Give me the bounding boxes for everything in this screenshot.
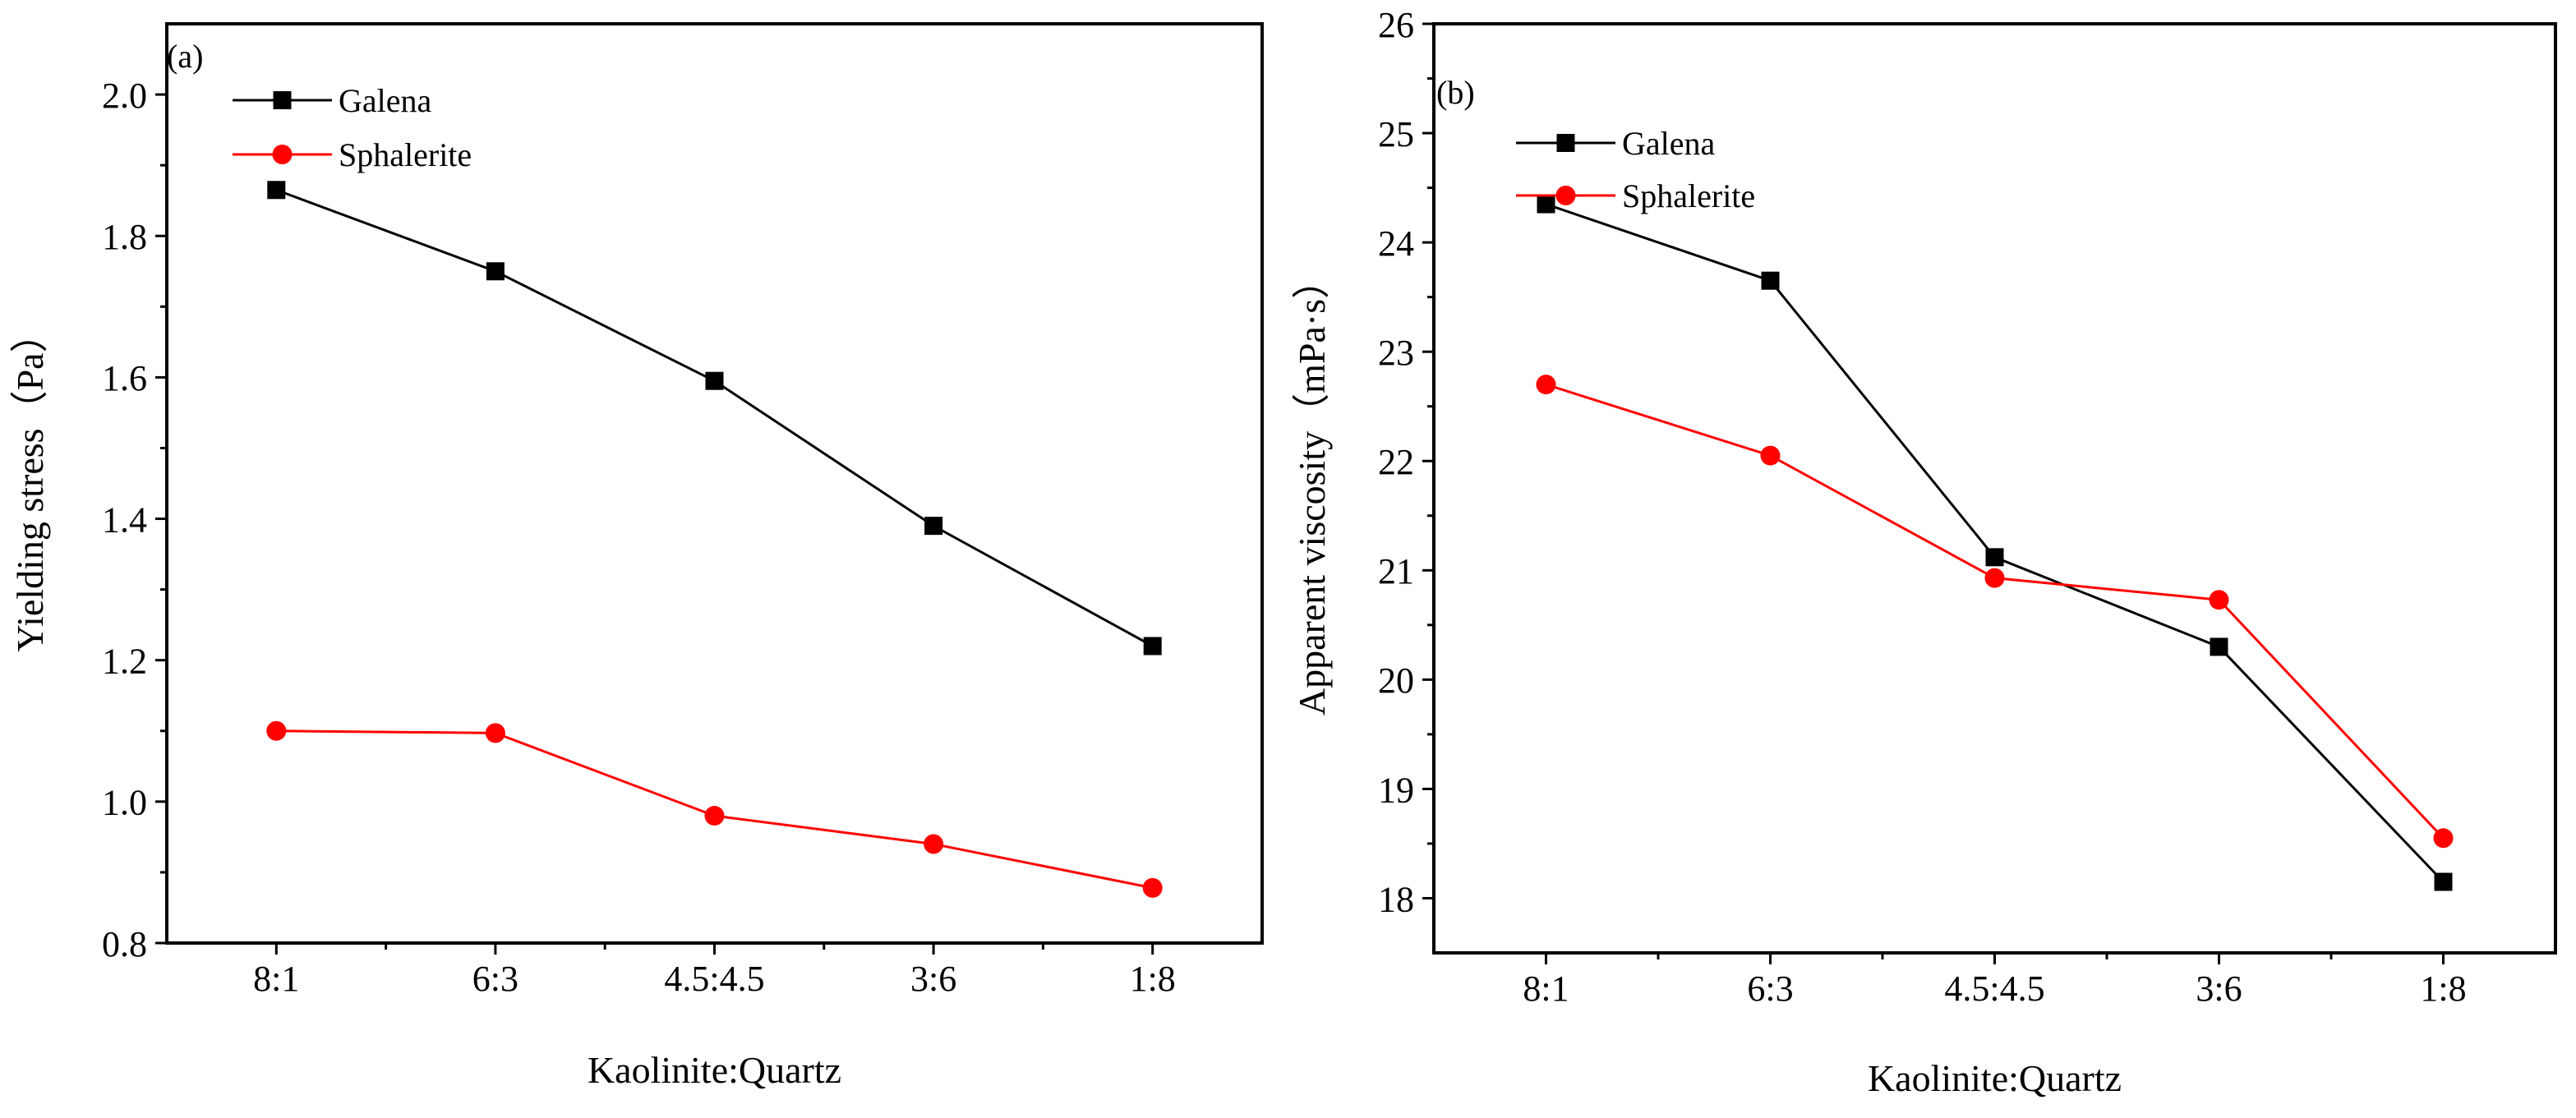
data-point-galena — [2434, 872, 2453, 891]
series-line-galena — [1546, 203, 2445, 883]
plot-frame — [1432, 22, 2557, 955]
x-axis-label: Kaolinite:Quartz — [588, 1049, 841, 1091]
data-point-sphalerite — [1984, 568, 2005, 588]
data-point-sphalerite — [2433, 828, 2454, 849]
legend-marker-sphalerite — [1555, 186, 1576, 205]
legend-marker-galena — [1556, 134, 1575, 152]
x-tick-label: 3:6 — [2196, 968, 2242, 1009]
y-tick-label: 1.6 — [102, 358, 147, 398]
y-tick-label: 20 — [1378, 660, 1414, 701]
x-tick-label: 6:3 — [1747, 968, 1793, 1009]
data-point-sphalerite — [2209, 590, 2229, 610]
legend-label-galena: Galena — [1622, 125, 1716, 162]
y-axis-label: Yielding stress（Pa） — [9, 315, 51, 651]
legend-marker-sphalerite — [272, 145, 293, 164]
y-tick-label: 1.8 — [102, 217, 147, 257]
x-tick-label: 8:1 — [253, 959, 299, 999]
x-tick-label: 1:8 — [2420, 968, 2466, 1009]
data-point-galena — [1143, 637, 1162, 656]
x-tick-label: 4.5:4.5 — [1944, 968, 2044, 1009]
y-tick-label: 22 — [1378, 442, 1414, 482]
panel-b: 18 19 20 21 22 23 24 25 26 8:1 6:3 4.5:4.5 3:6 1:8 Kao… — [1291, 5, 2557, 1099]
panel-a: 0.8 1.0 1.2 1.4 1.6 1.8 2.0 8:1 6:3 4.5:4.5 3:6 1:8… — [9, 22, 1264, 1091]
data-point-galena — [267, 181, 286, 200]
y-tick-label: 1.4 — [102, 499, 147, 540]
y-tick-label: 19 — [1378, 770, 1414, 810]
y-tick-label: 2.0 — [102, 76, 147, 116]
legend-label-sphalerite: Sphalerite — [339, 136, 472, 173]
x-axis-label: Kaolinite:Quartz — [1868, 1057, 2122, 1099]
plot-frame — [165, 22, 1264, 945]
x-tick-label: 6:3 — [472, 959, 518, 999]
y-axis-label: Apparent viscosity（mPa·s） — [1291, 261, 1333, 715]
data-point-sphalerite — [924, 834, 944, 854]
data-point-galena — [1761, 271, 1780, 290]
panel-label: (a) — [167, 38, 203, 75]
legend-marker-galena — [273, 91, 292, 109]
x-tick-label: 8:1 — [1523, 968, 1569, 1009]
y-tick-label: 0.8 — [102, 924, 147, 964]
legend-label-sphalerite: Sphalerite — [1622, 177, 1755, 214]
y-tick-label: 21 — [1378, 551, 1414, 591]
y-tick-label: 18 — [1378, 879, 1414, 919]
data-point-galena — [924, 517, 943, 536]
x-tick-label: 1:8 — [1130, 959, 1176, 999]
data-point-sphalerite — [1760, 445, 1781, 466]
x-tick-label: 4.5:4.5 — [664, 959, 764, 999]
legend-label-galena: Galena — [339, 82, 432, 119]
series-line-galena — [275, 188, 1154, 647]
data-point-sphalerite — [1536, 375, 1556, 395]
y-tick-label: 1.2 — [102, 642, 147, 682]
data-point-sphalerite — [704, 806, 725, 826]
data-point-galena — [1985, 548, 2004, 567]
y-tick-label: 1.0 — [102, 783, 147, 823]
data-point-sphalerite — [266, 720, 287, 741]
y-tick-label: 25 — [1378, 114, 1414, 154]
data-point-galena — [486, 262, 505, 281]
y-tick-label: 24 — [1378, 223, 1414, 264]
data-point-galena — [2210, 637, 2228, 656]
series-line-sphalerite — [1546, 383, 2445, 840]
y-tick-label: 26 — [1378, 5, 1414, 45]
panel-label: (b) — [1436, 74, 1475, 111]
x-tick-label: 3:6 — [910, 959, 956, 999]
data-point-galena — [705, 371, 724, 390]
data-point-sphalerite — [485, 723, 505, 743]
data-point-sphalerite — [1142, 877, 1163, 898]
data-point-galena — [1537, 195, 1555, 214]
y-tick-label: 23 — [1378, 333, 1414, 373]
